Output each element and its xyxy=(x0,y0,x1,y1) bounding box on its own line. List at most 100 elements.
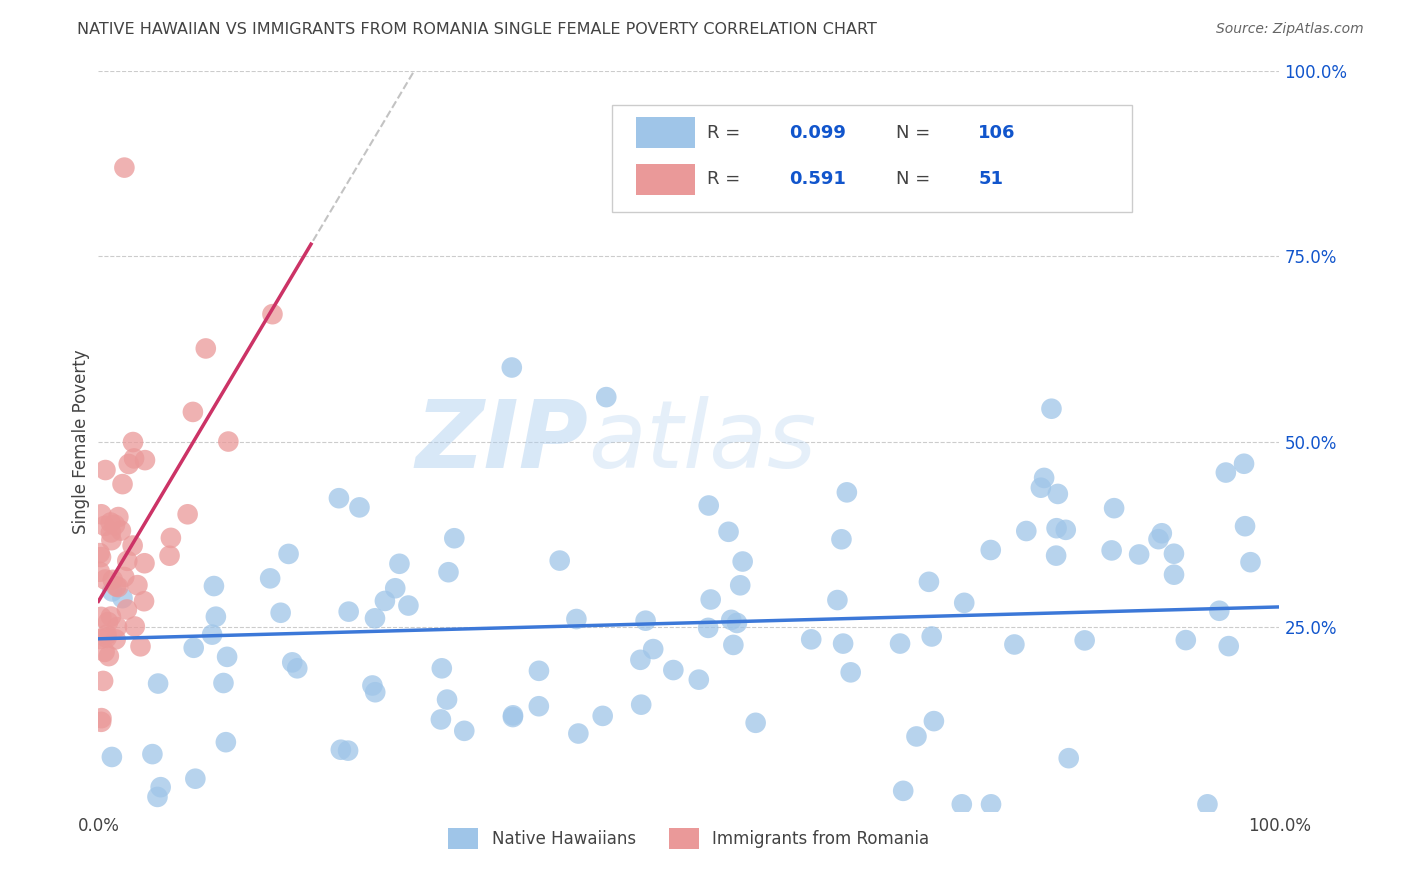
Point xyxy=(111,477,134,491)
Point xyxy=(107,510,129,524)
Point xyxy=(183,640,205,655)
Point xyxy=(1163,547,1185,561)
Point xyxy=(565,612,588,626)
Point xyxy=(134,556,156,570)
Point xyxy=(281,656,304,670)
Point xyxy=(122,435,145,450)
Point xyxy=(90,714,112,729)
Point xyxy=(628,653,651,667)
Point xyxy=(91,673,114,688)
Point xyxy=(1046,487,1069,501)
Point xyxy=(96,628,118,642)
Point xyxy=(90,711,112,725)
Point xyxy=(839,665,862,680)
Point xyxy=(630,698,652,712)
Point xyxy=(364,611,387,625)
Point xyxy=(201,627,224,641)
Point xyxy=(146,676,169,690)
Point xyxy=(100,525,122,540)
Point xyxy=(100,533,122,548)
Point xyxy=(110,524,132,538)
Point xyxy=(501,360,523,375)
Text: 0.099: 0.099 xyxy=(789,124,846,142)
Point xyxy=(100,609,122,624)
Point xyxy=(184,772,207,786)
Point xyxy=(194,342,217,356)
Point xyxy=(112,570,135,584)
Point xyxy=(567,726,589,740)
Text: N =: N = xyxy=(896,170,935,188)
Point xyxy=(96,631,118,645)
Point xyxy=(277,547,299,561)
Point xyxy=(527,664,550,678)
Point xyxy=(1233,457,1256,471)
Point xyxy=(118,457,141,471)
Point xyxy=(502,710,524,724)
Point xyxy=(592,709,614,723)
Point xyxy=(430,713,453,727)
Point xyxy=(699,592,721,607)
Point xyxy=(364,685,387,699)
Point xyxy=(835,485,858,500)
Point xyxy=(918,574,941,589)
Point xyxy=(800,632,823,647)
Text: R =: R = xyxy=(707,124,745,142)
Point xyxy=(1045,521,1067,535)
Point xyxy=(953,596,976,610)
Point xyxy=(349,500,371,515)
Point xyxy=(980,543,1002,558)
Point xyxy=(744,715,766,730)
Point xyxy=(723,638,745,652)
Point xyxy=(728,578,751,592)
Point xyxy=(595,390,617,404)
Point xyxy=(1033,471,1056,485)
Point xyxy=(176,508,198,522)
Point xyxy=(101,584,124,599)
Point xyxy=(259,571,281,585)
Text: 0.591: 0.591 xyxy=(789,170,846,188)
Point xyxy=(688,673,710,687)
Point xyxy=(1163,567,1185,582)
Point xyxy=(181,405,204,419)
Point xyxy=(97,649,120,664)
Point xyxy=(217,649,239,664)
Point xyxy=(89,565,111,579)
Point xyxy=(725,615,748,630)
Point xyxy=(1239,555,1261,569)
Text: NATIVE HAWAIIAN VS IMMIGRANTS FROM ROMANIA SINGLE FEMALE POVERTY CORRELATION CHA: NATIVE HAWAIIAN VS IMMIGRANTS FROM ROMAN… xyxy=(77,22,877,37)
Point xyxy=(337,605,360,619)
Point xyxy=(122,451,145,466)
Point xyxy=(90,508,112,522)
Point xyxy=(90,550,112,565)
Point xyxy=(697,499,720,513)
Point xyxy=(100,516,122,530)
Point xyxy=(950,797,973,812)
Point xyxy=(1197,797,1219,812)
Point xyxy=(159,549,181,563)
Point xyxy=(980,797,1002,812)
Point xyxy=(1174,633,1197,648)
Point xyxy=(1234,519,1257,533)
Point xyxy=(437,565,460,579)
Point xyxy=(285,661,308,675)
Point xyxy=(720,613,742,627)
Point xyxy=(104,632,127,647)
Point xyxy=(1218,639,1240,653)
Point xyxy=(731,555,754,569)
Point xyxy=(889,636,911,650)
Point xyxy=(922,714,945,728)
Text: 106: 106 xyxy=(979,124,1015,142)
Point xyxy=(830,533,852,547)
Point xyxy=(388,557,411,571)
Point xyxy=(717,524,740,539)
Point xyxy=(141,747,163,761)
Point xyxy=(891,784,914,798)
Point xyxy=(1128,548,1150,562)
Point xyxy=(134,453,156,467)
Point xyxy=(270,606,292,620)
Point xyxy=(443,531,465,545)
Point xyxy=(104,517,127,532)
Point xyxy=(89,546,111,560)
Point xyxy=(384,581,406,595)
Point xyxy=(1029,481,1052,495)
